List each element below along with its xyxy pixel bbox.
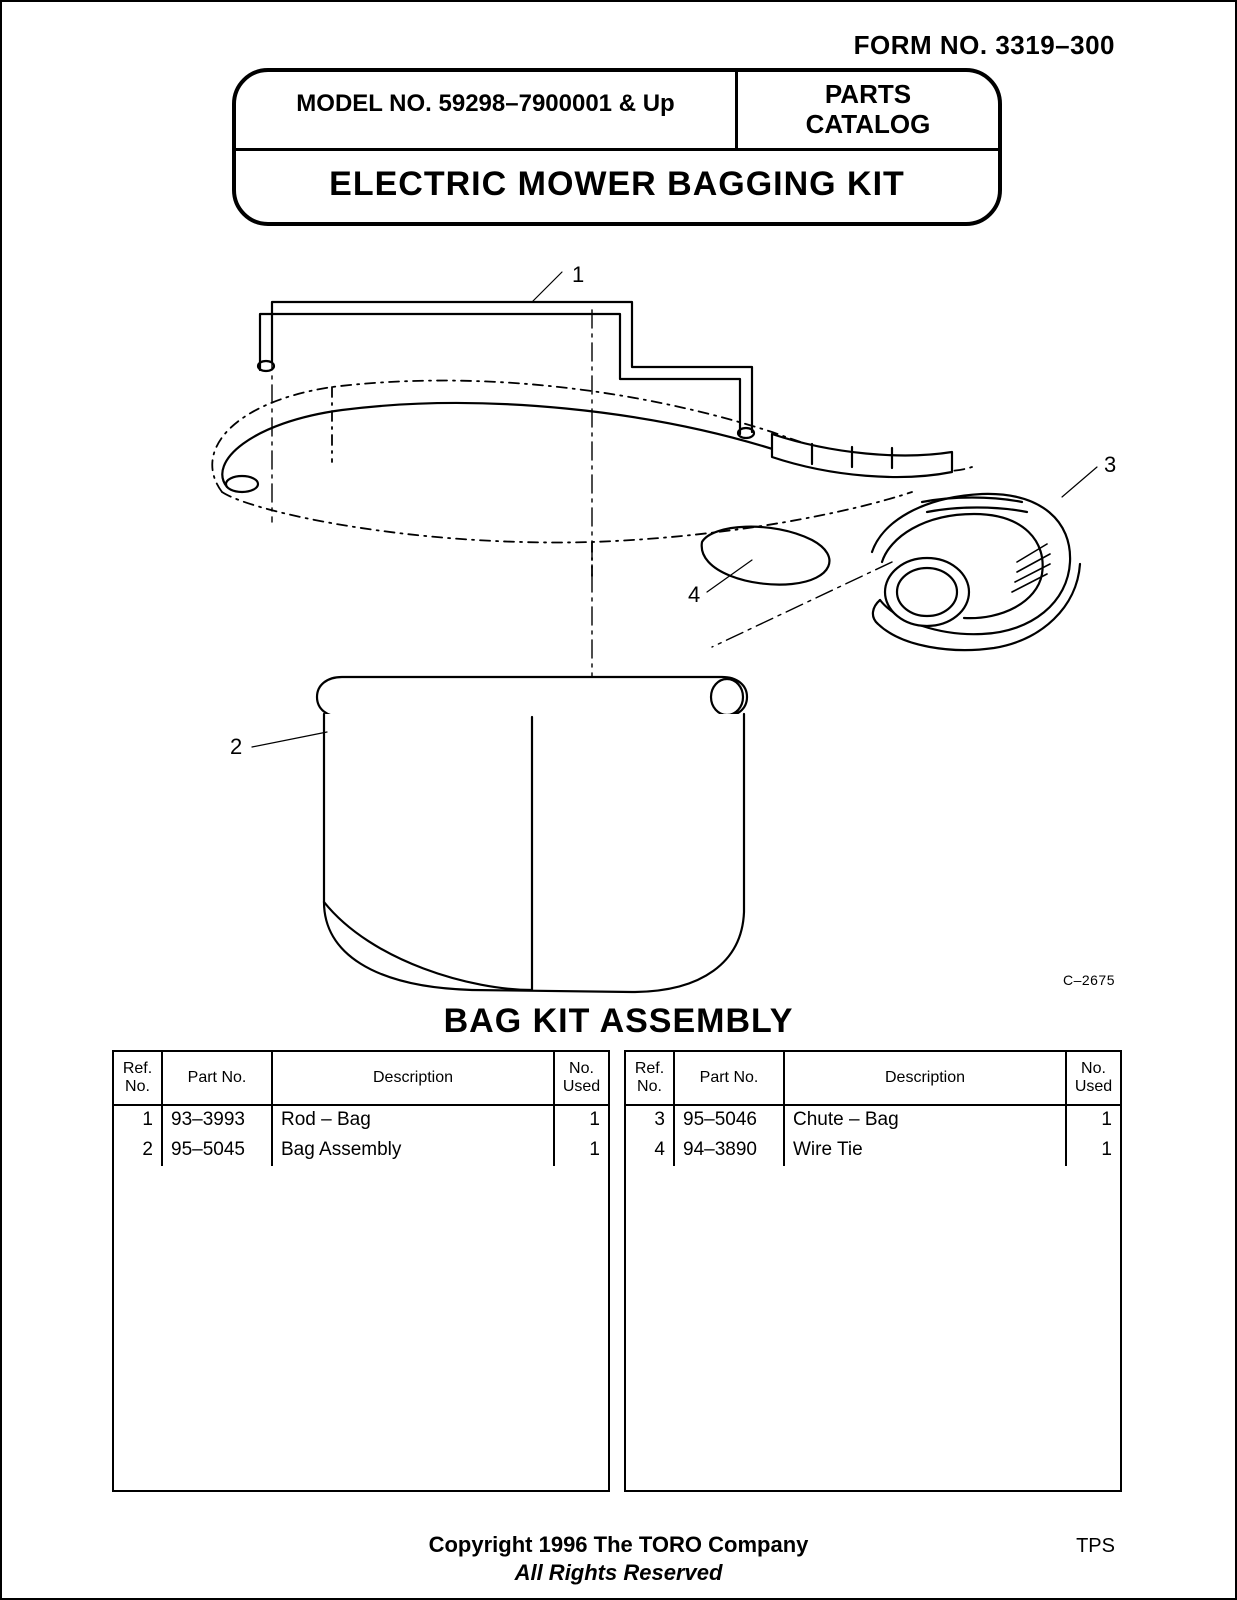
th-ref: Ref.No. — [114, 1052, 162, 1105]
callout-4: 4 — [688, 582, 700, 608]
rights-reserved: All Rights Reserved — [2, 1560, 1235, 1586]
cell-part: 94–3890 — [674, 1136, 784, 1166]
cell-used: 1 — [1066, 1136, 1120, 1166]
th-used: No.Used — [554, 1052, 608, 1105]
cell-part: 93–3993 — [162, 1105, 272, 1136]
th-desc: Description — [272, 1052, 554, 1105]
cell-used: 1 — [554, 1105, 608, 1136]
cell-desc: Wire Tie — [784, 1136, 1066, 1166]
th-ref: Ref.No. — [626, 1052, 674, 1105]
cell-used: 1 — [1066, 1105, 1120, 1136]
callout-2: 2 — [230, 734, 242, 760]
th-part: Part No. — [162, 1052, 272, 1105]
cell-ref: 2 — [114, 1136, 162, 1166]
parts-line2: CATALOG — [806, 109, 931, 139]
table-row: 4 94–3890 Wire Tie 1 — [626, 1136, 1120, 1166]
th-used: No.Used — [1066, 1052, 1120, 1105]
header-box: MODEL NO. 59298–7900001 & Up PARTS CATAL… — [232, 68, 1002, 226]
exploded-diagram: 1 3 4 2 — [112, 262, 1122, 1002]
table-row: 1 93–3993 Rod – Bag 1 — [114, 1105, 608, 1136]
diagram-svg — [112, 262, 1122, 1002]
cell-ref: 3 — [626, 1105, 674, 1136]
cell-desc: Chute – Bag — [784, 1105, 1066, 1136]
th-desc: Description — [784, 1052, 1066, 1105]
cell-desc: Rod – Bag — [272, 1105, 554, 1136]
table-row: 2 95–5045 Bag Assembly 1 — [114, 1136, 608, 1166]
cell-used: 1 — [554, 1136, 608, 1166]
callout-1: 1 — [572, 262, 584, 288]
cell-part: 95–5046 — [674, 1105, 784, 1136]
th-part: Part No. — [674, 1052, 784, 1105]
table-row: 3 95–5046 Chute – Bag 1 — [626, 1105, 1120, 1136]
copyright: Copyright 1996 The TORO Company — [2, 1532, 1235, 1558]
parts-table-left: Ref.No. Part No. Description No.Used 1 9… — [112, 1050, 610, 1492]
parts-tables: Ref.No. Part No. Description No.Used 1 9… — [112, 1050, 1122, 1492]
model-number: MODEL NO. 59298–7900001 & Up — [236, 72, 738, 148]
cell-desc: Bag Assembly — [272, 1136, 554, 1166]
cell-part: 95–5045 — [162, 1136, 272, 1166]
cell-ref: 1 — [114, 1105, 162, 1136]
form-number: FORM NO. 3319–300 — [854, 30, 1115, 61]
drawing-code: C–2675 — [1063, 972, 1115, 988]
callout-3: 3 — [1104, 452, 1116, 478]
footer: Copyright 1996 The TORO Company All Righ… — [2, 1532, 1235, 1586]
parts-table-right: Ref.No. Part No. Description No.Used 3 9… — [624, 1050, 1122, 1492]
parts-line1: PARTS — [825, 79, 911, 109]
product-title: ELECTRIC MOWER BAGGING KIT — [236, 151, 998, 222]
assembly-title: BAG KIT ASSEMBLY — [2, 1002, 1235, 1041]
parts-catalog-label: PARTS CATALOG — [738, 72, 998, 148]
page: FORM NO. 3319–300 MODEL NO. 59298–790000… — [0, 0, 1237, 1600]
cell-ref: 4 — [626, 1136, 674, 1166]
